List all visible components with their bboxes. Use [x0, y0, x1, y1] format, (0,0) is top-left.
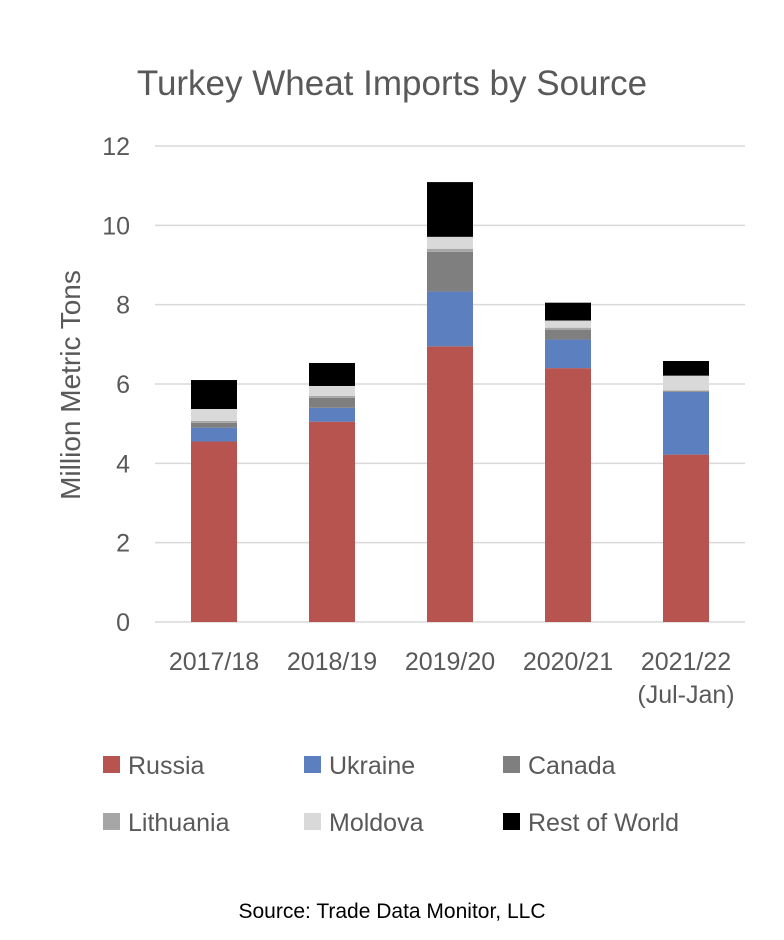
bar-ukraine-3 — [427, 291, 473, 347]
bar-russia-5 — [663, 454, 709, 622]
legend-russia-label: Russia — [128, 752, 205, 780]
y-tick-label: 10 — [102, 212, 130, 240]
legend-canada-label: Canada — [528, 752, 616, 780]
bars — [191, 182, 709, 622]
legend-ukraine-swatch — [304, 756, 321, 773]
chart-title: Turkey Wheat Imports by Source — [137, 64, 647, 103]
legend-moldova-label: Moldova — [329, 809, 424, 837]
bar-canada-1 — [191, 422, 237, 428]
x-tick-label: 2020/21 — [523, 648, 613, 676]
x-tick-label: (Jul-Jan) — [637, 681, 734, 709]
legend-moldova-swatch — [304, 813, 321, 830]
bar-canada-3 — [427, 251, 473, 292]
legend-rest-of-world-swatch — [503, 813, 520, 830]
y-tick-label: 12 — [102, 133, 130, 161]
bar-rest-of-world-3 — [427, 182, 473, 237]
x-tick-label: 2018/19 — [287, 648, 377, 676]
bar-ukraine-2 — [309, 407, 355, 422]
y-axis-ticks: 0 2 4 6 8 10 12 — [102, 133, 130, 637]
x-axis-ticks: 2017/18 2018/19 2019/20 2020/21 2021/22 (Jul-… — [169, 648, 735, 709]
y-tick-label: 2 — [116, 530, 130, 558]
bar-russia-2 — [309, 421, 355, 622]
bar-moldova-3 — [427, 236, 473, 249]
legend-rest-of-world-label: Rest of World — [528, 809, 679, 837]
source-note: Source: Trade Data Monitor, LLC — [238, 900, 546, 923]
bar-ukraine-1 — [191, 427, 237, 442]
bar-canada-5 — [663, 391, 709, 392]
x-tick-label: 2017/18 — [169, 648, 259, 676]
bar-moldova-5 — [663, 375, 709, 391]
bar-moldova-1 — [191, 408, 237, 421]
y-axis-label: Million Metric Tons — [55, 270, 86, 500]
bar-canada-2 — [309, 397, 355, 408]
legend: Russia Ukraine Canada Lithuania Moldova Rest … — [103, 752, 679, 837]
bar-moldova-4 — [545, 320, 591, 328]
legend-russia-swatch — [103, 756, 120, 773]
bar-moldova-2 — [309, 385, 355, 396]
y-tick-label: 8 — [116, 292, 130, 320]
bar-russia-3 — [427, 346, 473, 622]
bar-lithuania-1 — [191, 420, 237, 423]
bar-lithuania-3 — [427, 248, 473, 252]
bar-lithuania-5 — [663, 390, 709, 392]
legend-ukraine-label: Ukraine — [329, 752, 415, 780]
bar-rest-of-world-4 — [545, 302, 591, 321]
bar-rest-of-world-1 — [191, 380, 237, 409]
y-tick-label: 0 — [116, 609, 130, 637]
bar-russia-4 — [545, 368, 591, 622]
legend-lithuania-swatch — [103, 813, 120, 830]
x-tick-label: 2021/22 — [641, 648, 731, 676]
bar-rest-of-world-2 — [309, 362, 355, 386]
bar-russia-1 — [191, 441, 237, 622]
legend-canada-swatch — [503, 756, 520, 773]
bar-lithuania-4 — [545, 327, 591, 330]
x-tick-label: 2019/20 — [405, 648, 495, 676]
y-tick-label: 4 — [116, 450, 130, 478]
bar-rest-of-world-5 — [663, 360, 709, 376]
bar-lithuania-2 — [309, 395, 355, 398]
bar-ukraine-4 — [545, 339, 591, 369]
y-tick-label: 6 — [116, 371, 130, 399]
legend-lithuania-label: Lithuania — [128, 809, 230, 837]
bar-ukraine-5 — [663, 391, 709, 455]
bar-canada-4 — [545, 329, 591, 340]
